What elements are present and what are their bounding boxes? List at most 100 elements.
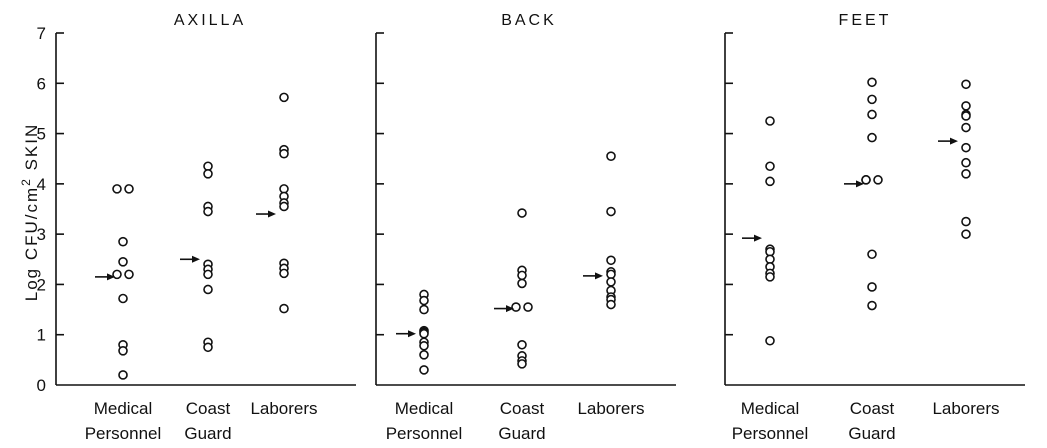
data-point xyxy=(517,208,527,218)
y-tick-label: 6 xyxy=(37,74,46,93)
category-label-line2: Personnel xyxy=(85,424,162,443)
category-label: Laborers xyxy=(577,399,644,418)
data-point xyxy=(606,206,616,217)
y-tick-label: 4 xyxy=(37,175,46,194)
category-label: Laborers xyxy=(250,399,317,418)
data-point xyxy=(867,132,877,143)
panel-axilla: AXILLA 0 1 2 3 4 5 6 7 Medical Personnel Coast Guard… xyxy=(37,12,356,443)
category-label-line2: Guard xyxy=(848,424,895,443)
category-label: Medical xyxy=(395,399,454,418)
y-axis-label-main: Log CFU/cm xyxy=(22,186,41,301)
data-point xyxy=(867,249,877,260)
y-tick-label: 2 xyxy=(37,275,46,294)
category-label: Medical xyxy=(94,399,153,418)
mean-arrow-head xyxy=(595,272,603,280)
data-point xyxy=(203,206,213,217)
panel-back: BACK Medical Personnel Coast Guard Laborers xyxy=(375,12,676,443)
data-point xyxy=(419,350,429,360)
category-label-line2: Guard xyxy=(498,424,545,443)
data-point xyxy=(279,148,289,159)
mean-arrow-head xyxy=(107,273,115,281)
y-axis-label-superscript: 2 xyxy=(19,177,33,186)
y-tick-label: 7 xyxy=(37,24,46,43)
y-axis-label-text: Log CFU/cm2 SKIN xyxy=(19,123,41,302)
data-point xyxy=(961,111,971,121)
data-point xyxy=(765,176,775,187)
data-point xyxy=(419,328,429,339)
data-point xyxy=(118,293,128,304)
data-point xyxy=(279,268,289,279)
data-point xyxy=(606,299,616,310)
data-point xyxy=(279,92,289,103)
mean-arrow-head xyxy=(408,330,416,338)
data-point xyxy=(765,335,775,346)
data-point xyxy=(867,109,877,120)
y-tick-label: 3 xyxy=(37,225,46,244)
data-point xyxy=(419,365,429,375)
data-point xyxy=(765,272,775,282)
data-point xyxy=(867,94,877,105)
panel-title-back: BACK xyxy=(501,12,557,29)
data-point xyxy=(419,340,429,351)
data-point xyxy=(511,302,521,312)
category-label-line2: Personnel xyxy=(386,424,463,443)
data-point xyxy=(419,295,429,306)
y-axis-label: Log CFU/cm2 SKIN xyxy=(19,123,41,302)
data-point xyxy=(861,175,871,185)
category-label: Coast xyxy=(500,399,545,418)
mean-arrow-head xyxy=(506,305,514,313)
category-label-line2: Guard xyxy=(184,424,231,443)
mean-arrow-head xyxy=(950,137,958,145)
data-point xyxy=(124,184,134,194)
data-point xyxy=(606,277,616,287)
panel-title-feet: FEET xyxy=(839,12,892,29)
data-point xyxy=(961,169,971,179)
data-point xyxy=(867,77,877,88)
data-point xyxy=(867,282,877,292)
data-point xyxy=(961,79,971,90)
category-label: Coast xyxy=(850,399,895,418)
data-point xyxy=(517,278,527,289)
data-point xyxy=(279,201,289,212)
panel-feet: FEET Medical Personnel Coast Guard Laborers xyxy=(724,12,1025,443)
data-point xyxy=(203,284,213,295)
data-point xyxy=(203,169,213,179)
data-point xyxy=(419,304,429,315)
y-tick-label: 1 xyxy=(37,326,46,345)
y-tick-label: 0 xyxy=(37,376,46,395)
y-axis-label-tail: SKIN xyxy=(22,123,41,177)
data-point xyxy=(867,300,877,311)
data-point xyxy=(118,236,128,247)
data-point xyxy=(961,101,971,111)
data-point xyxy=(517,339,527,350)
category-label: Coast xyxy=(186,399,231,418)
mean-arrow-head xyxy=(192,255,200,263)
y-tick-label: 5 xyxy=(37,125,46,144)
data-point xyxy=(765,116,775,126)
data-point xyxy=(961,216,971,227)
data-point xyxy=(112,269,122,280)
data-point xyxy=(124,269,134,280)
mean-arrow-head xyxy=(268,210,276,218)
data-point xyxy=(606,255,616,266)
category-label: Medical xyxy=(741,399,800,418)
mean-arrow-head xyxy=(754,234,762,242)
mean-arrow-head xyxy=(856,180,864,188)
panel-title-axilla: AXILLA xyxy=(174,12,246,29)
data-point xyxy=(961,142,971,153)
data-point xyxy=(203,269,213,280)
data-point xyxy=(606,151,616,161)
data-point xyxy=(279,303,289,314)
category-label: Laborers xyxy=(932,399,999,418)
data-point xyxy=(517,270,527,281)
data-point xyxy=(118,370,128,380)
chart-panels: AXILLA 0 1 2 3 4 5 6 7 Medical Personnel Coast Guard… xyxy=(37,12,1025,443)
data-point xyxy=(203,342,213,353)
data-point xyxy=(118,256,128,267)
data-point xyxy=(523,302,533,312)
data-point xyxy=(961,229,971,239)
data-point xyxy=(112,184,122,194)
data-point xyxy=(961,122,971,133)
